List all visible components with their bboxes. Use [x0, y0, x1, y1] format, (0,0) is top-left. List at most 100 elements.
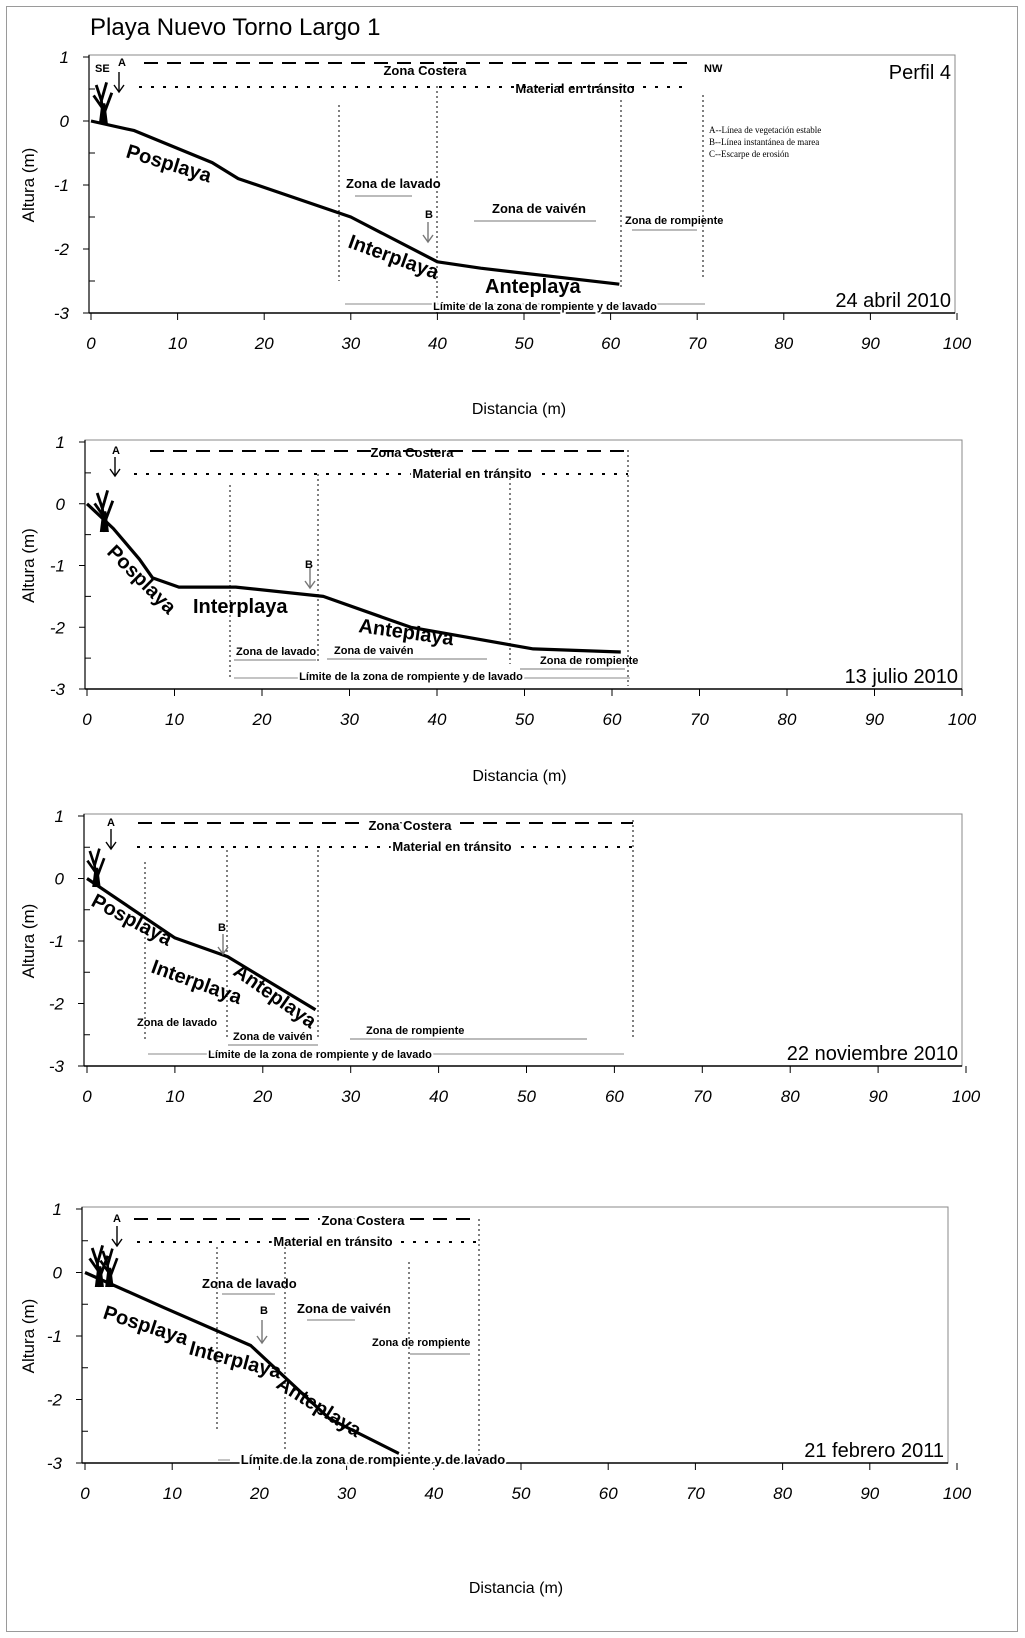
- x-tick-label: 0: [82, 1087, 92, 1106]
- date-label: 21 febrero 2011: [804, 1440, 944, 1462]
- x-tick-label: 40: [424, 1484, 443, 1503]
- x-tick-label: 50: [517, 1087, 536, 1106]
- profile-title: Perfil 4: [889, 62, 951, 84]
- marker-b-label: B: [218, 922, 226, 934]
- x-tick-label: 30: [340, 710, 359, 729]
- y-tick-label: 0: [56, 495, 66, 514]
- zona-rompiente-label: Zona de rompiente: [366, 1025, 464, 1037]
- x-axis-title: Distancia (m): [469, 1580, 563, 1597]
- zona-costera-label: Zona Costera: [321, 1213, 405, 1228]
- x-tick-label: 80: [778, 710, 797, 729]
- zona-lavado-label: Zona de lavado: [236, 646, 316, 658]
- marker-a-arrow-head: [111, 1238, 123, 1248]
- anteplaya-label: Anteplaya: [272, 1373, 365, 1443]
- vegetation-tree: [86, 848, 106, 888]
- marker-b-label: B: [305, 559, 313, 571]
- x-tick-label: 50: [515, 710, 534, 729]
- limite-label: Límite de la zona de rompiente y de lava…: [433, 301, 657, 313]
- x-tick-label: 0: [80, 1484, 90, 1503]
- y-axis-title: Altura (m): [19, 1299, 38, 1374]
- y-tick-label: -1: [54, 176, 69, 195]
- profile-line: [85, 502, 621, 654]
- x-tick-label: 20: [252, 1087, 272, 1106]
- x-tick-label: 0: [86, 334, 96, 353]
- tree-trunk: [98, 103, 108, 124]
- posplaya-label: Posplaya: [100, 1302, 191, 1350]
- y-tick-label: 1: [55, 807, 64, 826]
- x-tick-label: 70: [690, 710, 709, 729]
- x-tick-label: 70: [688, 334, 707, 353]
- tree-branches: [99, 1248, 119, 1288]
- y-tick-label: -1: [49, 932, 64, 951]
- legend-note: B--Línea instantánea de marea: [709, 137, 819, 147]
- zona-lavado-label: Zona de lavado: [137, 1017, 217, 1029]
- zona-rompiente-label: Zona de rompiente: [625, 215, 723, 227]
- x-tick-label: 20: [252, 710, 272, 729]
- zona-costera-label: Zona Costera: [370, 445, 454, 460]
- marker-b-label: B: [425, 209, 433, 221]
- interplaya-label: Interplaya: [193, 596, 288, 618]
- marker-a-label: A: [113, 1213, 121, 1225]
- anteplaya-label: Anteplaya: [485, 276, 581, 298]
- profile-line: [86, 877, 317, 1012]
- y-tick-label: -3: [47, 1454, 63, 1473]
- marker-a-arrow-head: [113, 84, 125, 94]
- zona-rompiente-label: Zona de rompiente: [372, 1337, 470, 1349]
- marker-a-label: A: [107, 817, 115, 829]
- date-label: 13 julio 2010: [845, 666, 958, 688]
- profile-line: [84, 1271, 400, 1455]
- zona-vaiven-label: Zona de vaivén: [334, 645, 414, 657]
- x-tick-label: 0: [82, 710, 92, 729]
- y-tick-label: -2: [54, 240, 70, 259]
- limite-label: Límite de la zona de rompiente y de lava…: [241, 1452, 505, 1467]
- tree-branches: [86, 848, 106, 888]
- posplaya-label: Posplaya: [102, 541, 180, 619]
- zona-costera-label: Zona Costera: [368, 818, 452, 833]
- x-tick-label: 90: [861, 334, 880, 353]
- zona-vaiven-label: Zona de vaivén: [233, 1031, 313, 1043]
- x-axis-title: Distancia (m): [472, 768, 566, 785]
- x-tick-label: 90: [865, 710, 884, 729]
- x-tick-label: 10: [163, 1484, 182, 1503]
- y-tick-label: 1: [53, 1200, 62, 1219]
- marker-b-label: B: [260, 1305, 268, 1317]
- limite-label: Límite de la zona de rompiente y de lava…: [208, 1049, 432, 1061]
- x-tick-label: 30: [337, 1484, 356, 1503]
- tree-branches: [92, 82, 114, 125]
- y-tick-label: -3: [49, 1057, 65, 1076]
- legend-note: A--Línea de vegetación estable: [709, 125, 821, 135]
- tree-branches: [88, 1245, 110, 1288]
- x-tick-label: 70: [686, 1484, 705, 1503]
- x-axis-title: Distancia (m): [472, 401, 566, 418]
- vegetation-tree: [92, 82, 114, 125]
- zona-lavado-label: Zona de lavado: [346, 176, 441, 191]
- x-tick-label: 60: [599, 1484, 618, 1503]
- x-tick-label: 60: [601, 334, 620, 353]
- y-tick-label: 1: [60, 48, 69, 67]
- nw-label: NW: [704, 63, 723, 75]
- date-label: 22 noviembre 2010: [787, 1043, 958, 1065]
- x-tick-label: 50: [512, 1484, 531, 1503]
- interplaya-label: Interplaya: [148, 956, 245, 1009]
- x-tick-label: 30: [341, 334, 360, 353]
- posplaya-label: Posplaya: [88, 890, 177, 951]
- x-tick-label: 90: [869, 1087, 888, 1106]
- material-label: Material en tránsito: [515, 81, 634, 96]
- x-tick-label: 20: [254, 334, 274, 353]
- y-tick-label: 0: [55, 870, 65, 889]
- x-tick-label: 100: [943, 1484, 972, 1503]
- figure-title: Playa Nuevo Torno Largo 1: [90, 14, 381, 41]
- marker-a-label: A: [118, 57, 126, 69]
- x-tick-label: 100: [952, 1087, 981, 1106]
- se-label: SE: [95, 63, 110, 75]
- legend-note: C--Escarpe de erosión: [709, 149, 789, 159]
- x-tick-label: 60: [605, 1087, 624, 1106]
- x-tick-label: 40: [428, 710, 447, 729]
- material-label: Material en tránsito: [392, 839, 511, 854]
- y-tick-label: -2: [50, 618, 66, 637]
- x-tick-label: 60: [603, 710, 622, 729]
- y-tick-label: -2: [47, 1391, 63, 1410]
- y-tick-label: -1: [47, 1327, 62, 1346]
- y-tick-label: -3: [54, 304, 70, 323]
- x-tick-label: 40: [428, 334, 447, 353]
